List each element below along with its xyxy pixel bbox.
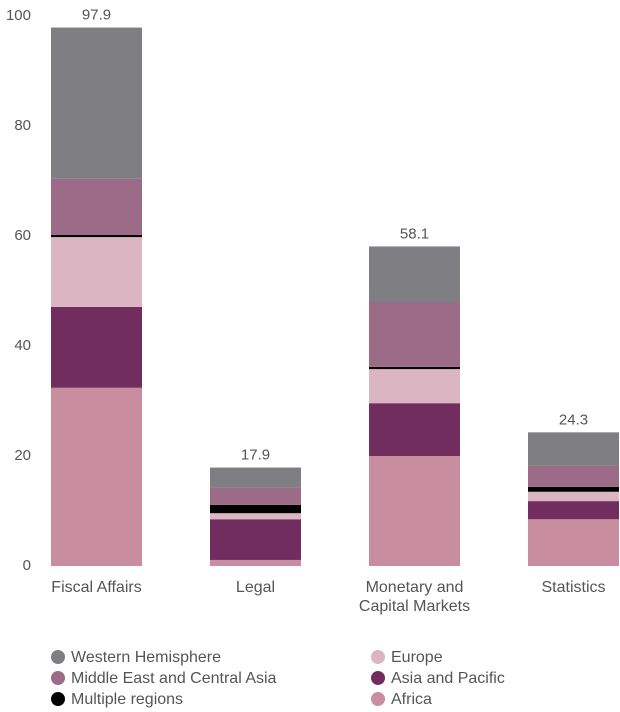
bar-segment — [528, 486, 619, 492]
legend-marker — [371, 650, 385, 664]
bar-segment — [210, 559, 301, 566]
bar-segment — [210, 487, 301, 505]
bar-segment — [528, 519, 619, 566]
bar-segment — [369, 369, 460, 404]
bar-segment — [51, 306, 142, 388]
bar-segment — [51, 27, 142, 179]
legend-marker — [51, 650, 65, 664]
bar-segment — [51, 234, 142, 238]
bar-segment — [528, 465, 619, 487]
bar-segment — [369, 456, 460, 566]
bar-segment — [210, 519, 301, 560]
total-label: 58.1 — [400, 225, 429, 242]
y-tick-label: 80 — [14, 117, 31, 134]
total-label: 97.9 — [82, 7, 111, 24]
total-label: 17.9 — [241, 447, 270, 464]
bar-segment — [369, 403, 460, 456]
legend-marker — [371, 671, 385, 685]
bar-segment — [210, 467, 301, 488]
legend-label: Europe — [391, 649, 443, 666]
total-label: 24.3 — [559, 411, 588, 428]
bar-segment — [51, 178, 142, 235]
legend-label: Asia and Pacific — [391, 670, 505, 687]
legend-marker — [51, 671, 65, 685]
bar-segment — [369, 302, 460, 367]
bar-segment — [210, 504, 301, 514]
bar-segment — [528, 491, 619, 502]
y-tick-label: 40 — [14, 337, 31, 354]
legend-label: Western Hemisphere — [71, 649, 221, 666]
y-tick-label: 60 — [14, 227, 31, 244]
y-tick-label: 100 — [6, 7, 31, 24]
bar-segment — [210, 513, 301, 520]
bar-segment — [51, 387, 142, 566]
legend-marker — [371, 692, 385, 706]
y-tick-label: 0 — [23, 557, 31, 574]
bar-segment — [369, 366, 460, 370]
legend-label: Multiple regions — [71, 691, 183, 708]
y-tick-label: 20 — [14, 447, 31, 464]
bar-segment — [369, 246, 460, 302]
x-tick-label: Legal — [235, 579, 276, 596]
bar-segment — [528, 432, 619, 466]
legend-label: Africa — [391, 691, 432, 708]
legend-marker — [51, 692, 65, 706]
legend-label: Middle East and Central Asia — [71, 670, 277, 687]
x-tick-label: Monetary and Capital Markets — [358, 579, 471, 615]
x-tick-label: Statistics — [541, 579, 606, 596]
x-tick-label: Fiscal Affairs — [51, 579, 142, 596]
bar-segment — [528, 501, 619, 520]
bar-segment — [51, 237, 142, 307]
